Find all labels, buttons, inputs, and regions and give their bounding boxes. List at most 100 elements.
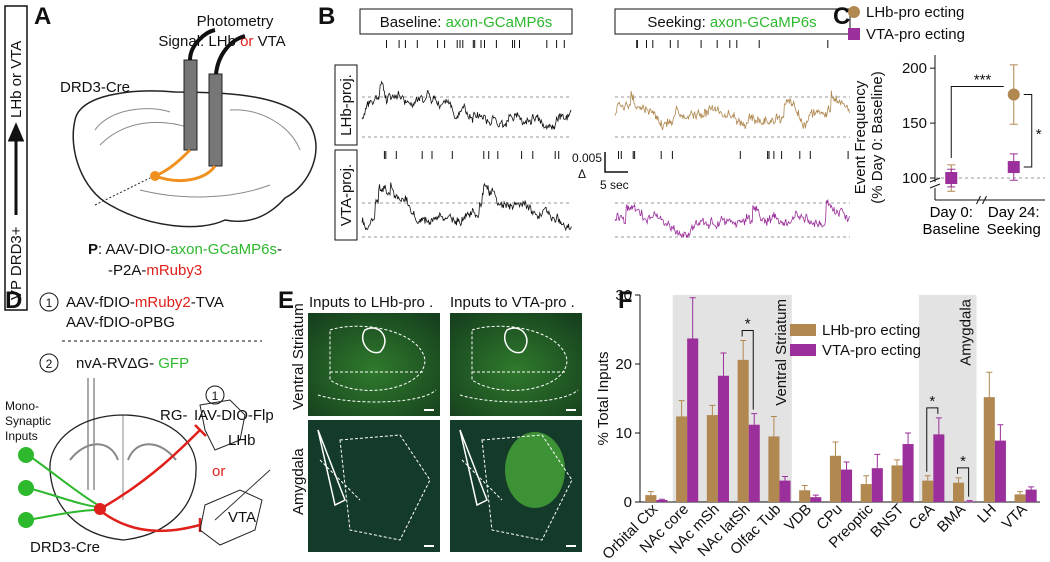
error-bar: [955, 477, 962, 483]
bar: [676, 416, 688, 502]
label: Signal: LHb or VTA: [158, 33, 285, 50]
label: Inputs: [5, 429, 38, 443]
legend-marker: [790, 344, 816, 356]
bar: [768, 436, 780, 502]
text: VTA: [253, 33, 285, 50]
scale-bars: [424, 409, 576, 547]
x-tick-label: VTA: [999, 501, 1031, 533]
bar: [891, 465, 903, 502]
axis-break: [929, 177, 941, 200]
panel-e: E Inputs to LHb-pro . Inputs to VTA-pro …: [278, 287, 582, 552]
legend-marker: [848, 6, 860, 18]
error-bar: [924, 475, 931, 481]
bar: [983, 397, 995, 502]
label: nvA-RVΔG- GFP: [76, 355, 189, 372]
event-raster: [383, 151, 560, 159]
bar: [922, 480, 934, 502]
event-raster: [386, 40, 565, 48]
starter-cells: [94, 503, 106, 515]
error-bar: [801, 484, 808, 491]
bar: [871, 468, 883, 502]
annotation: *: [1036, 126, 1042, 143]
sig-bracket: [926, 407, 939, 472]
y-tick-label: 0: [624, 494, 632, 511]
panel-letter: F: [618, 287, 633, 314]
label: VTA: [228, 509, 256, 526]
label: RG-: [160, 407, 188, 424]
bar: [748, 424, 760, 502]
label: -P2A-mRuby3: [108, 262, 202, 279]
bar: [810, 497, 822, 502]
bar: [779, 480, 791, 502]
x-tick-label: BNST: [867, 501, 907, 541]
y-tick-label: 10: [615, 425, 632, 442]
micrograph: [308, 420, 440, 552]
data-point: [1007, 161, 1020, 174]
side-box: [4, 5, 28, 311]
error-bar: [709, 404, 716, 416]
error-bar: [894, 459, 900, 466]
step: 2: [46, 357, 53, 371]
region-label: Amygdala: [957, 298, 974, 365]
text: Baseline:: [380, 14, 446, 31]
bar: [860, 484, 872, 502]
label: Mono-: [5, 399, 39, 413]
bar: [737, 359, 749, 502]
bar: [964, 501, 976, 502]
bar: [953, 482, 965, 502]
bar: [656, 499, 668, 502]
label: Inputs to VTA-pro .: [450, 294, 575, 311]
needle: [87, 378, 95, 490]
bar: [706, 415, 718, 502]
sig-bracket: [741, 330, 754, 410]
error-bar: [1017, 491, 1024, 495]
projections: [101, 424, 207, 533]
legend-label: LHb-pro ecting: [822, 322, 920, 339]
trace: [361, 182, 572, 232]
legend-marker: [848, 28, 860, 40]
sig-label: *: [929, 393, 935, 410]
error-bar: [863, 475, 870, 485]
bar: [829, 455, 841, 502]
bar: [841, 469, 853, 502]
data-point: [945, 172, 958, 185]
text: GFP: [158, 355, 189, 372]
step-circle: [39, 353, 59, 373]
axon: [154, 148, 217, 183]
x-tick-label: BMA: [934, 501, 969, 536]
error-bar: [740, 340, 747, 360]
label: Photometry: [197, 13, 274, 30]
error-bar: [782, 475, 788, 481]
x-tick-label: Day 24: Seeking: [987, 204, 1041, 238]
y-axis-label: (% Day 0: Baseline): [869, 71, 886, 204]
scale-bar: [604, 152, 628, 173]
error-bar: [843, 461, 850, 470]
text: axon-GCaMP6s: [710, 14, 817, 31]
inputs: [18, 447, 99, 528]
panel-letter: E: [278, 287, 294, 314]
error-bar: [678, 400, 685, 417]
x-tick-label: CeA: [906, 501, 939, 534]
label: Baseline: axon-GCaMP6s: [380, 14, 553, 31]
label: IAV-DIO-Flp: [194, 407, 274, 424]
panel-a: VP DRD3+ LHb or VTA A Photometry Signal:…: [4, 3, 317, 311]
label: Inputs to LHb-pro .: [309, 294, 433, 311]
error-bar: [647, 491, 654, 496]
fiber: [183, 59, 198, 151]
cell-body: [150, 171, 160, 181]
outlines: [317, 325, 579, 541]
error-bar: [935, 417, 942, 435]
text: -TVA: [191, 294, 224, 311]
text: axon-GCaMP6s: [170, 241, 277, 258]
bar: [994, 440, 1006, 502]
panel-b: B Baseline: axon-GCaMP6s Seeking: axon-G…: [318, 3, 851, 241]
text: -: [277, 241, 282, 258]
panel-d: D 1 AAV-fDIO-mRuby2-TVA AAV-fDIO-oPBG 2 …: [5, 287, 274, 556]
step-circle: [205, 385, 225, 405]
text: : AAV-DIO-: [98, 241, 170, 258]
legend-marker: [790, 324, 816, 336]
bar: [902, 444, 914, 502]
row-label: VTA-proj.: [338, 164, 355, 226]
label: AAV-fDIO-oPBG: [66, 314, 175, 331]
text: mRuby3: [146, 262, 202, 279]
